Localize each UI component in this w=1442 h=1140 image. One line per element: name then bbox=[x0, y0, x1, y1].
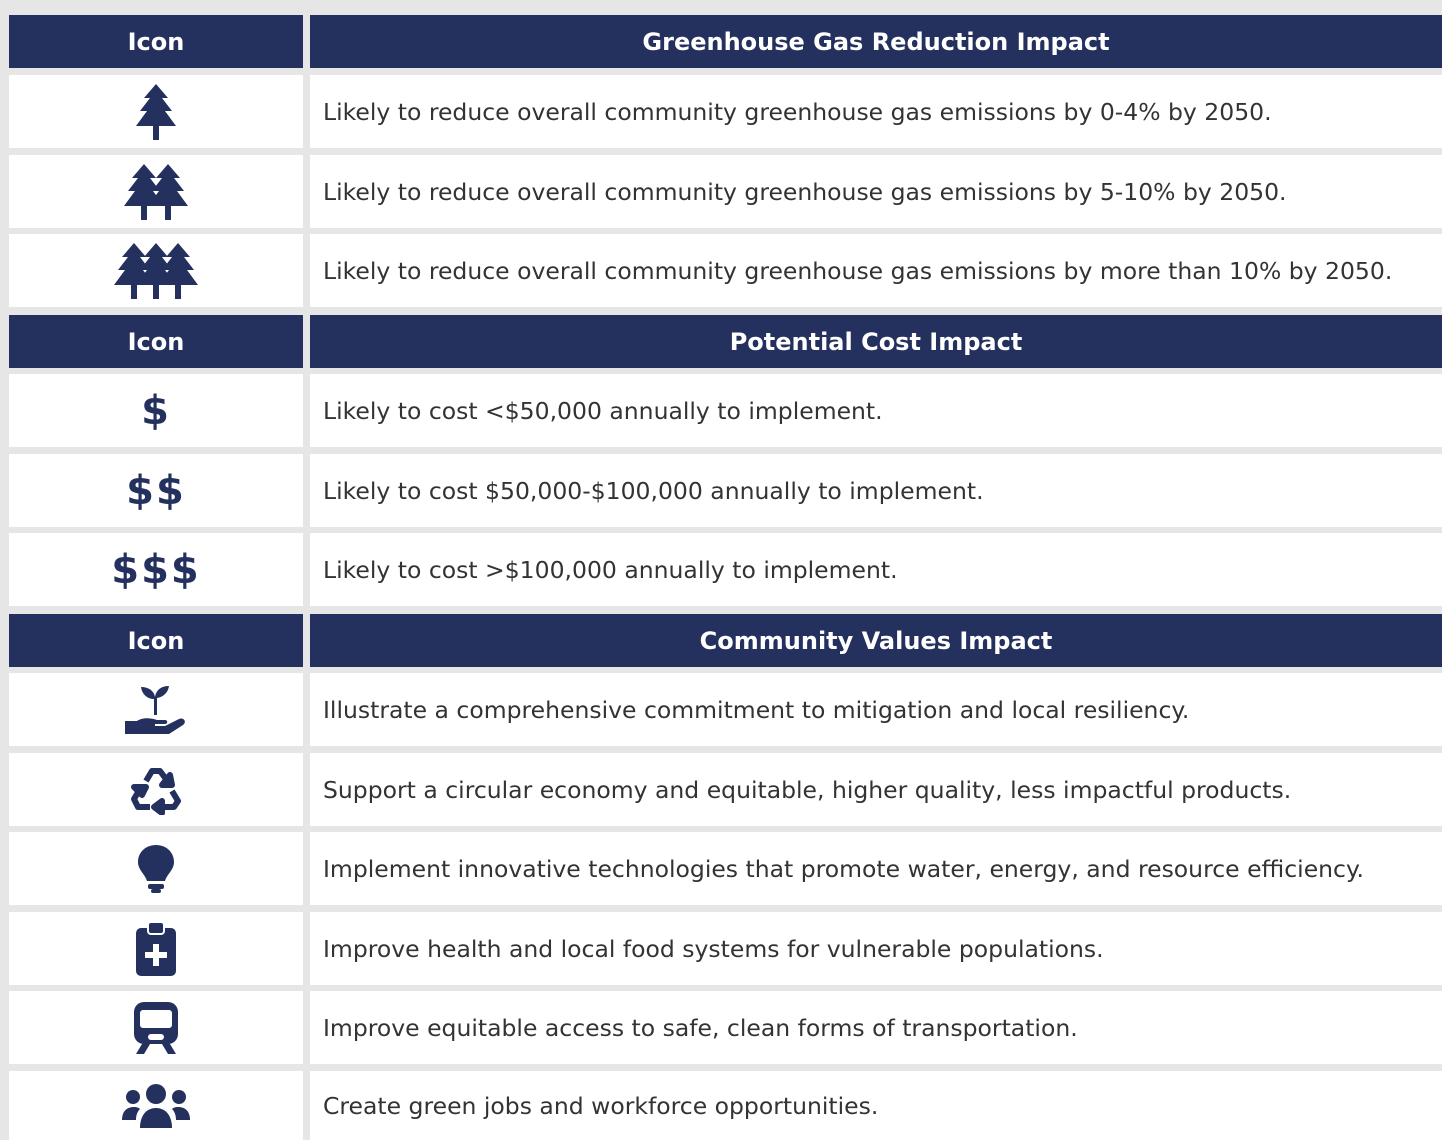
header-cell: Community Values Impact bbox=[310, 614, 1442, 667]
description: Likely to reduce overall community green… bbox=[310, 234, 1442, 307]
description: Likely to cost >$100,000 annually to imp… bbox=[310, 533, 1442, 606]
description: Illustrate a comprehensive commitment to… bbox=[310, 673, 1442, 746]
cost-icon: $ bbox=[9, 374, 303, 447]
description: Create green jobs and workforce opportun… bbox=[310, 1071, 1442, 1140]
description: Likely to cost $50,000-$100,000 annually… bbox=[310, 454, 1442, 527]
tree-icon bbox=[136, 84, 176, 140]
description: Improve equitable access to safe, clean … bbox=[310, 991, 1442, 1064]
trees-icon bbox=[114, 242, 198, 299]
header-cell: Greenhouse Gas Reduction Impact bbox=[310, 15, 1442, 68]
header-cell: Icon bbox=[9, 614, 303, 667]
icon-cell bbox=[9, 1071, 303, 1140]
lightbulb-icon bbox=[138, 844, 174, 893]
description: Likely to reduce overall community green… bbox=[310, 75, 1442, 148]
header-cell: Potential Cost Impact bbox=[310, 315, 1442, 368]
group-icon bbox=[122, 1083, 190, 1128]
description: Implement innovative technologies that p… bbox=[310, 832, 1442, 905]
icon-cell bbox=[9, 234, 303, 307]
icon-cell bbox=[9, 75, 303, 148]
icon-cell bbox=[9, 155, 303, 228]
cost-icon: $$$ bbox=[9, 533, 303, 606]
icon-cell bbox=[9, 912, 303, 985]
header-cell: Icon bbox=[9, 315, 303, 368]
icon-cell bbox=[9, 832, 303, 905]
clipboard-icon bbox=[136, 921, 176, 976]
icon-cell bbox=[9, 753, 303, 826]
header-cell: Icon bbox=[9, 15, 303, 68]
cost-icon: $$ bbox=[9, 454, 303, 527]
icon-cell bbox=[9, 673, 303, 746]
plant-hand-icon bbox=[125, 685, 185, 734]
description: Support a circular economy and equitable… bbox=[310, 753, 1442, 826]
recycle-icon bbox=[131, 767, 181, 815]
trees-icon bbox=[124, 163, 188, 220]
icon-cell bbox=[9, 991, 303, 1064]
description: Likely to reduce overall community green… bbox=[310, 155, 1442, 228]
train-icon bbox=[134, 1001, 178, 1054]
description: Improve health and local food systems fo… bbox=[310, 912, 1442, 985]
description: Likely to cost <$50,000 annually to impl… bbox=[310, 374, 1442, 447]
